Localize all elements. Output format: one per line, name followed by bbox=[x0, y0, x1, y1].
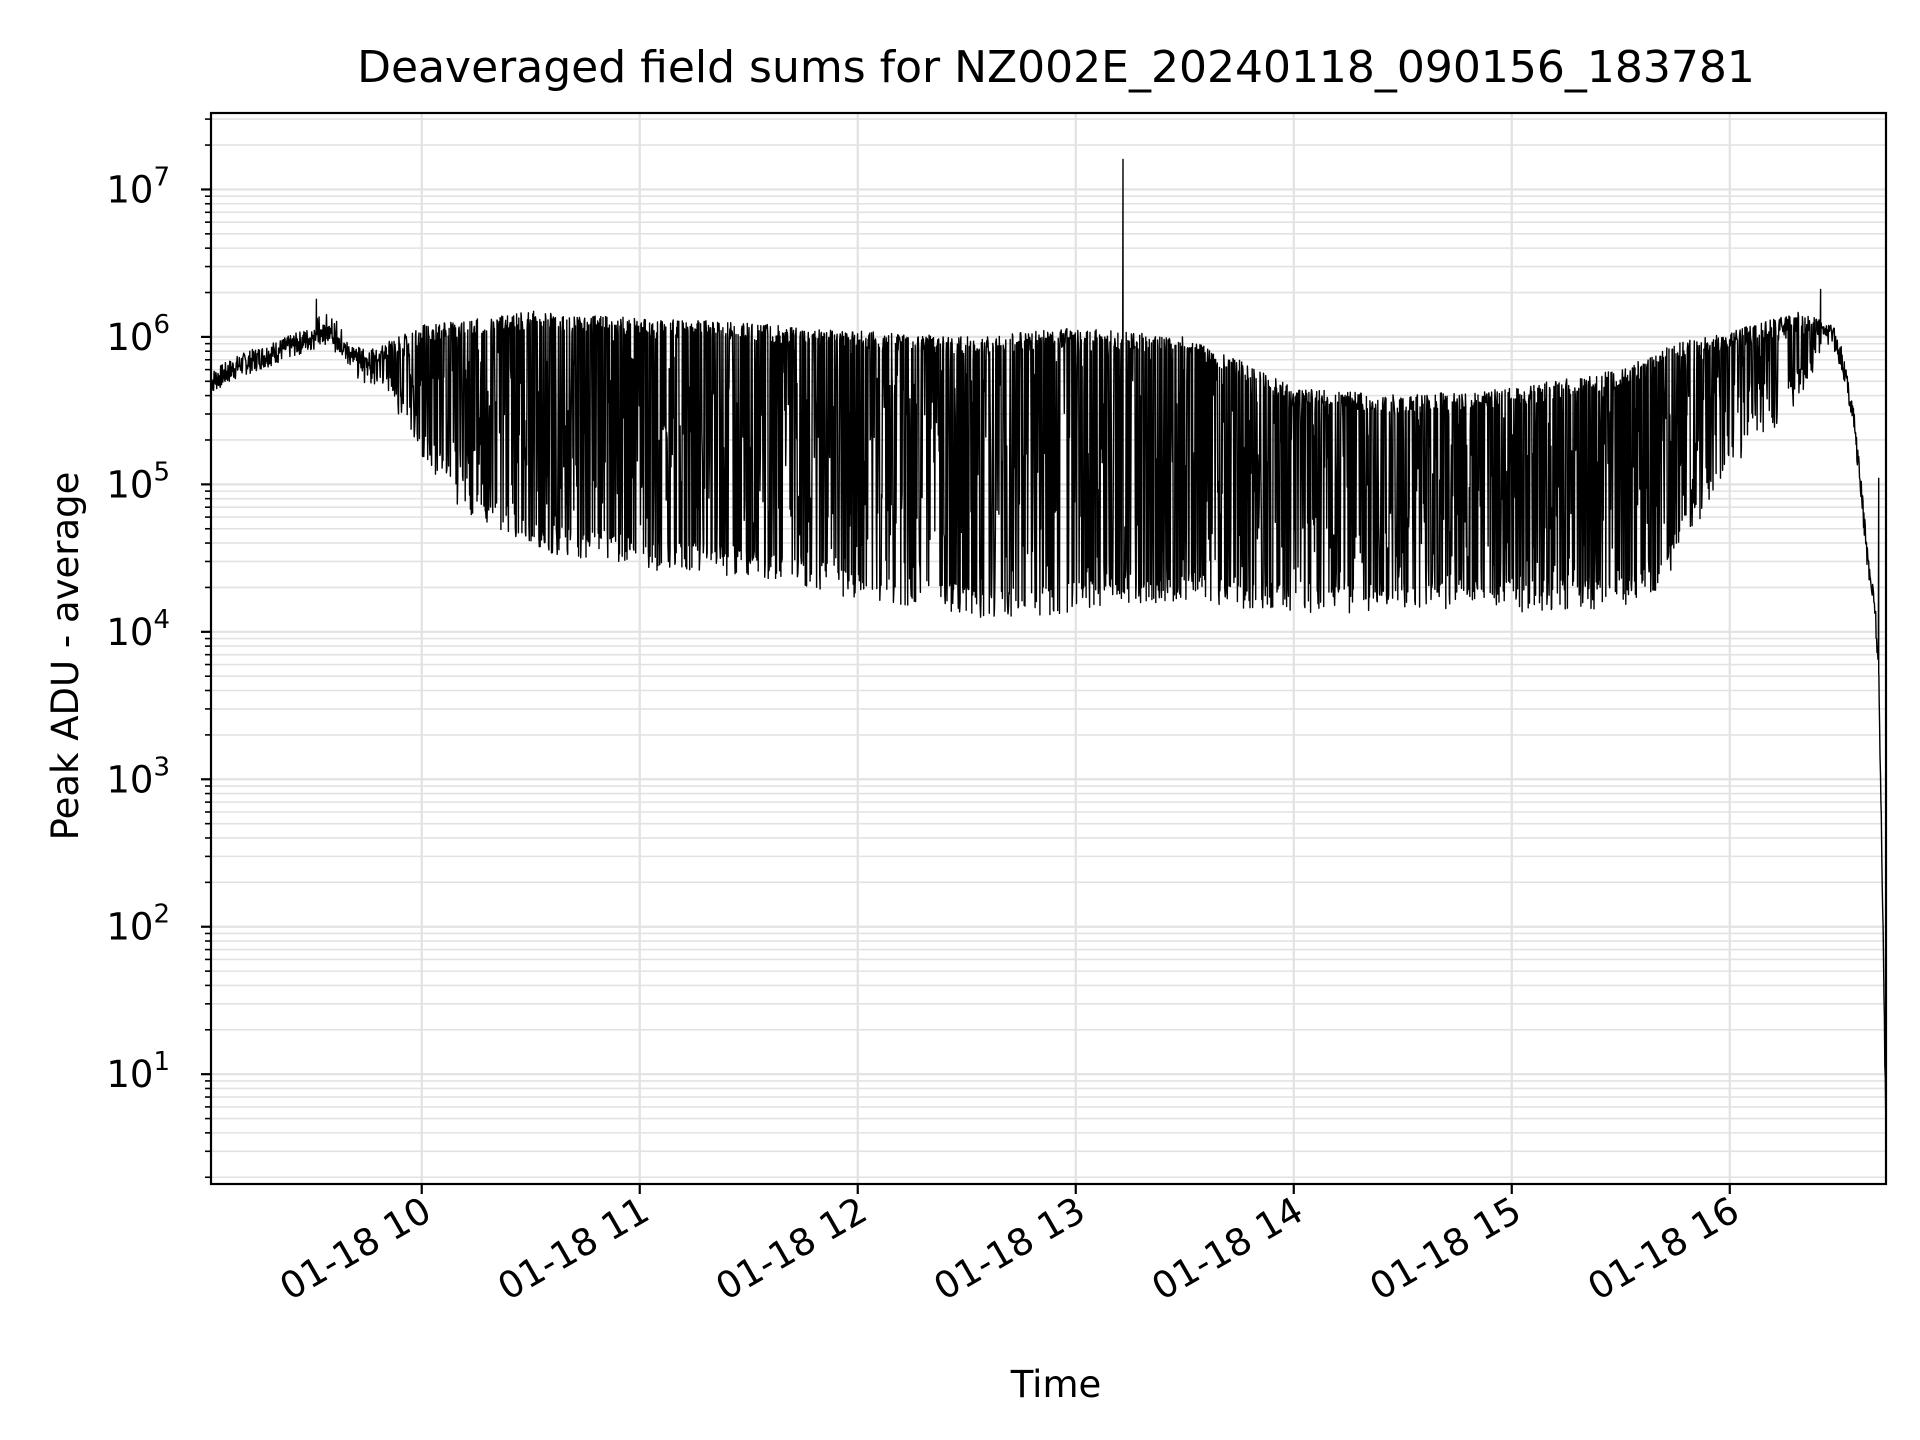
y-tick-label: 104 bbox=[106, 605, 170, 654]
series-line bbox=[210, 158, 1887, 1112]
y-tick-label: 107 bbox=[106, 162, 170, 211]
y-tick-label: 101 bbox=[106, 1047, 170, 1096]
y-tick-label: 103 bbox=[106, 752, 170, 801]
y-tick-label: 102 bbox=[106, 900, 170, 949]
plot-frame bbox=[209, 111, 1888, 1186]
y-tick-label: 106 bbox=[106, 310, 170, 359]
chart-title: Deaveraged field sums for NZ002E_2024011… bbox=[357, 42, 1755, 93]
y-tick-label: 105 bbox=[106, 457, 170, 506]
y-axis-label: Peak ADU - average bbox=[44, 472, 87, 841]
x-axis-label: Time bbox=[1010, 1363, 1102, 1406]
series-layer bbox=[210, 158, 1887, 1112]
